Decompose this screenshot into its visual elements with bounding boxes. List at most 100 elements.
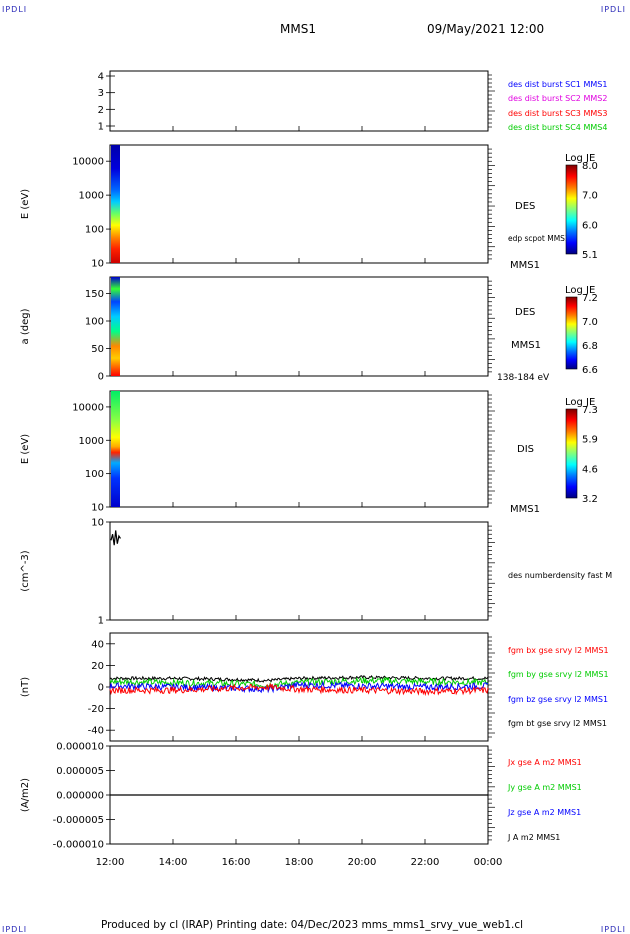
y-axis-label: E (eV) — [20, 434, 31, 464]
y-tick-label: 3 — [98, 88, 104, 99]
colorbar — [565, 296, 578, 370]
panel-label-bottom_label: MMS1 — [510, 260, 540, 271]
spectrogram-strip-des-pitch — [111, 277, 120, 376]
panel-frame-des_pitch — [109, 276, 489, 377]
panel-frame-burst — [109, 70, 489, 132]
density-line — [110, 530, 121, 546]
colorbar-title: Log JE — [565, 397, 595, 408]
legend-entry: fgm bt gse srvy l2 MMS1 — [508, 719, 607, 728]
x-tick-label: 22:00 — [411, 857, 440, 868]
panel-label-sub_label: MMS1 — [511, 340, 541, 351]
colorbar-tick-label: 7.0 — [582, 317, 598, 328]
footer-credits: Produced by cl (IRAP) Printing date: 04/… — [101, 919, 524, 931]
panel-label-species: DES — [515, 201, 535, 212]
y-tick-label: -20 — [88, 704, 104, 715]
y-tick-label: 40 — [91, 639, 104, 650]
fgm-series-0 — [109, 674, 489, 683]
y-tick-label: 0.000010 — [56, 742, 104, 753]
y-tick-label: -0.000010 — [53, 840, 104, 851]
corner-label-tl: IPDLI — [2, 5, 28, 14]
mission-title: MMS1 — [280, 22, 316, 36]
y-axis-label: a (deg) — [20, 308, 31, 344]
colorbar-tick-label: 6.8 — [582, 341, 598, 352]
legend-entry: Jy gse A m2 MMS1 — [507, 783, 582, 792]
x-tick-label: 18:00 — [285, 857, 314, 868]
x-tick-label: 14:00 — [159, 857, 188, 868]
fgm-series-3 — [109, 682, 489, 697]
y-tick-label: 50 — [91, 344, 104, 355]
y-axis-label: (nT) — [20, 677, 31, 697]
corner-label-br: IPDLI — [600, 925, 626, 934]
y-tick-label: 100 — [85, 317, 104, 328]
panel-frame-dis_energy — [109, 390, 489, 508]
legend-entry: des dist burst SC2 MMS2 — [508, 94, 607, 103]
y-tick-label: 10 — [91, 503, 104, 514]
panel-label-bottom_label: 138-184 eV — [497, 373, 550, 383]
y-tick-label: 20 — [91, 661, 104, 672]
legend-entry: des numberdensity fast M — [508, 571, 612, 580]
spectrogram-strip-des-energy — [111, 145, 120, 263]
x-tick-label: 20:00 — [348, 857, 377, 868]
y-tick-label: 0.000000 — [56, 791, 104, 802]
colorbar — [565, 408, 578, 499]
y-tick-label: 4 — [98, 72, 104, 83]
y-tick-label: 0.000005 — [56, 766, 104, 777]
panel-label-species: DES — [515, 307, 535, 318]
panel-frame-density — [109, 521, 489, 621]
y-tick-label: 10000 — [72, 157, 104, 168]
legend-entry: Jz gse A m2 MMS1 — [507, 808, 581, 817]
fgm-series-1 — [109, 676, 489, 689]
y-axis-label: (cm^-3) — [20, 550, 31, 591]
legend-entry: des dist burst SC3 MMS3 — [508, 109, 607, 118]
y-tick-label: 2 — [98, 105, 104, 116]
y-axis-label: E (eV) — [20, 189, 31, 219]
corner-label-bl: IPDLI — [2, 925, 28, 934]
colorbar-tick-label: 5.9 — [582, 435, 598, 446]
panel-label-bottom_label: MMS1 — [510, 504, 540, 515]
legend-entry: des dist burst SC4 MMS4 — [508, 123, 607, 132]
y-tick-label: -0.000005 — [53, 815, 104, 826]
colorbar-tick-label: 6.0 — [582, 220, 598, 231]
y-tick-label: 100 — [85, 225, 104, 236]
y-tick-label: 0 — [98, 372, 104, 383]
panel-label-species: DIS — [517, 444, 534, 455]
legend-entry: des dist burst SC1 MMS1 — [508, 80, 607, 89]
y-axis-label: (A/m2) — [20, 778, 31, 812]
y-tick-label: 10 — [91, 259, 104, 270]
legend-entry: fgm by gse srvy l2 MMS1 — [508, 670, 609, 679]
colorbar-tick-label: 7.3 — [582, 405, 598, 416]
y-tick-label: 1000 — [79, 191, 104, 202]
y-tick-label: -40 — [88, 726, 104, 737]
x-tick-label: 16:00 — [222, 857, 251, 868]
corner-label-tr: IPDLI — [600, 5, 626, 14]
colorbar — [565, 164, 578, 255]
x-tick-label: 00:00 — [474, 857, 503, 868]
legend-entry: fgm bx gse srvy l2 MMS1 — [508, 646, 609, 655]
colorbar-tick-label: 3.2 — [582, 494, 598, 505]
x-tick-label: 12:00 — [96, 857, 125, 868]
y-tick-label: 1000 — [79, 436, 104, 447]
legend-entry: fgm bz gse srvy l2 MMS1 — [508, 695, 608, 704]
spectrogram-strip-dis-energy — [111, 391, 120, 507]
colorbar-tick-label: 7.0 — [582, 191, 598, 202]
colorbar-title: Log JE — [565, 285, 595, 296]
panel-frame-des_energy — [109, 144, 489, 264]
colorbar-tick-label: 5.1 — [582, 250, 598, 261]
colorbar-tick-label: 7.2 — [582, 293, 598, 304]
colorbar-tick-label: 6.6 — [582, 365, 598, 376]
colorbar-tick-label: 4.6 — [582, 464, 598, 475]
y-tick-label: 100 — [85, 469, 104, 480]
colorbar-title: Log JE — [565, 153, 595, 164]
y-tick-label: 1 — [98, 122, 104, 133]
y-tick-label: 0 — [98, 683, 104, 694]
legend-entry: J A m2 MMS1 — [507, 833, 560, 842]
y-tick-label: 10 — [91, 518, 104, 529]
y-tick-label: 150 — [85, 289, 104, 300]
fgm-series-2 — [109, 680, 489, 694]
panel-label-extra_label: edp scpot MMS1 — [508, 234, 570, 243]
y-tick-label: 1 — [98, 616, 104, 627]
y-tick-label: 10000 — [72, 402, 104, 413]
legend-entry: Jx gse A m2 MMS1 — [507, 758, 582, 767]
colorbar-tick-label: 8.0 — [582, 161, 598, 172]
